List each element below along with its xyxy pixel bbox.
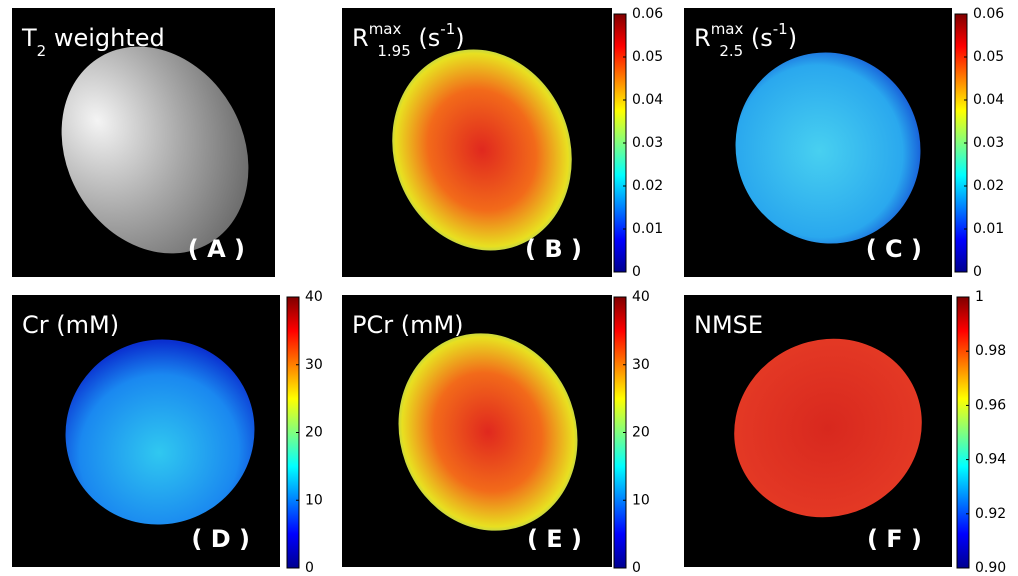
- title-part: ): [788, 24, 797, 52]
- panel-label: ( D ): [191, 525, 250, 553]
- title-part: NMSE: [694, 311, 763, 339]
- tissue: [65, 339, 255, 525]
- title-part: -1: [773, 20, 788, 38]
- tissue: [735, 52, 921, 244]
- panel-label: ( F ): [867, 525, 922, 553]
- colorbar-tick-label: 10: [305, 492, 323, 508]
- colorbar-tick-label: 20: [632, 425, 650, 441]
- title-part: 2: [37, 42, 47, 60]
- title-part: T: [21, 24, 37, 52]
- colorbar-tick-label: 0.02: [632, 178, 663, 194]
- colorbar: [956, 296, 970, 569]
- title-part: 2.5: [719, 42, 743, 60]
- colorbar-tick-label: 1: [975, 289, 984, 305]
- title-part: 1.95: [377, 42, 410, 60]
- colorbar-tick-label: 30: [305, 357, 323, 373]
- colorbar-tick-label: 0: [305, 560, 314, 576]
- title-part: Cr (mM): [22, 311, 119, 339]
- colorbar-tick-label: 0.05: [973, 49, 1004, 65]
- colorbar-tick-label: 0: [973, 264, 982, 280]
- title-part: max: [369, 20, 402, 38]
- colorbar-tick-label: 40: [632, 289, 650, 305]
- title-part: ): [455, 24, 464, 52]
- colorbar-tick-label: 0.92: [975, 506, 1006, 522]
- colorbar-tick-label: 0.01: [973, 221, 1004, 237]
- colorbar-tick-label: 0.96: [975, 397, 1006, 413]
- colorbar-tick-label: 0.02: [973, 178, 1004, 194]
- title-part: weighted: [46, 24, 165, 52]
- panel-label: ( A ): [188, 235, 245, 263]
- colorbar-tick-label: 0.98: [975, 343, 1006, 359]
- images: [12, 8, 952, 567]
- panel-title: NMSE: [694, 311, 763, 339]
- panel-title: Rmax 1.95 (s-1): [352, 20, 465, 60]
- colorbar-tick-label: 30: [632, 357, 650, 373]
- panel-label: ( C ): [866, 235, 922, 263]
- colorbar-tick-label: 0.04: [632, 92, 663, 108]
- colorbar-tick-label: 0.94: [975, 452, 1006, 468]
- colorbar-tick-label: 40: [305, 289, 323, 305]
- tissue: [398, 333, 578, 531]
- colorbar-tick-label: 0.03: [632, 135, 663, 151]
- colorbar-tick-label: 0.06: [632, 6, 663, 22]
- panel-title: Rmax 2.5 (s-1): [694, 20, 797, 60]
- colorbar-tick-label: 0.01: [632, 221, 663, 237]
- title-part: R: [352, 24, 369, 52]
- panel-label: ( E ): [527, 525, 582, 553]
- tissue: [734, 338, 922, 518]
- panel-title: PCr (mM): [352, 311, 464, 339]
- colorbar-tick-label: 0.03: [973, 135, 1004, 151]
- colorbar-tick-label: 0.05: [632, 49, 663, 65]
- colorbar-tick-label: 0: [632, 264, 641, 280]
- colorbar-tick-label: 0: [632, 560, 641, 576]
- colorbar-tick-label: 0.06: [973, 6, 1004, 22]
- panel-title: Cr (mM): [22, 311, 119, 339]
- title-part: (s: [743, 24, 773, 52]
- tissue: [392, 49, 572, 251]
- colorbar-tick-label: 0.90: [975, 560, 1006, 576]
- title-part: PCr (mM): [352, 311, 464, 339]
- title-part: max: [711, 20, 744, 38]
- title-part: -1: [440, 20, 455, 38]
- title-part: (s: [411, 24, 441, 52]
- colorbar-tick-label: 10: [632, 492, 650, 508]
- tissue: [61, 46, 249, 254]
- panel-label: ( B ): [525, 235, 582, 263]
- colorbar-tick-label: 0.04: [973, 92, 1004, 108]
- colorbar-tick-label: 20: [305, 425, 323, 441]
- title-part: R: [694, 24, 711, 52]
- panel-title: T2 weighted: [21, 24, 165, 60]
